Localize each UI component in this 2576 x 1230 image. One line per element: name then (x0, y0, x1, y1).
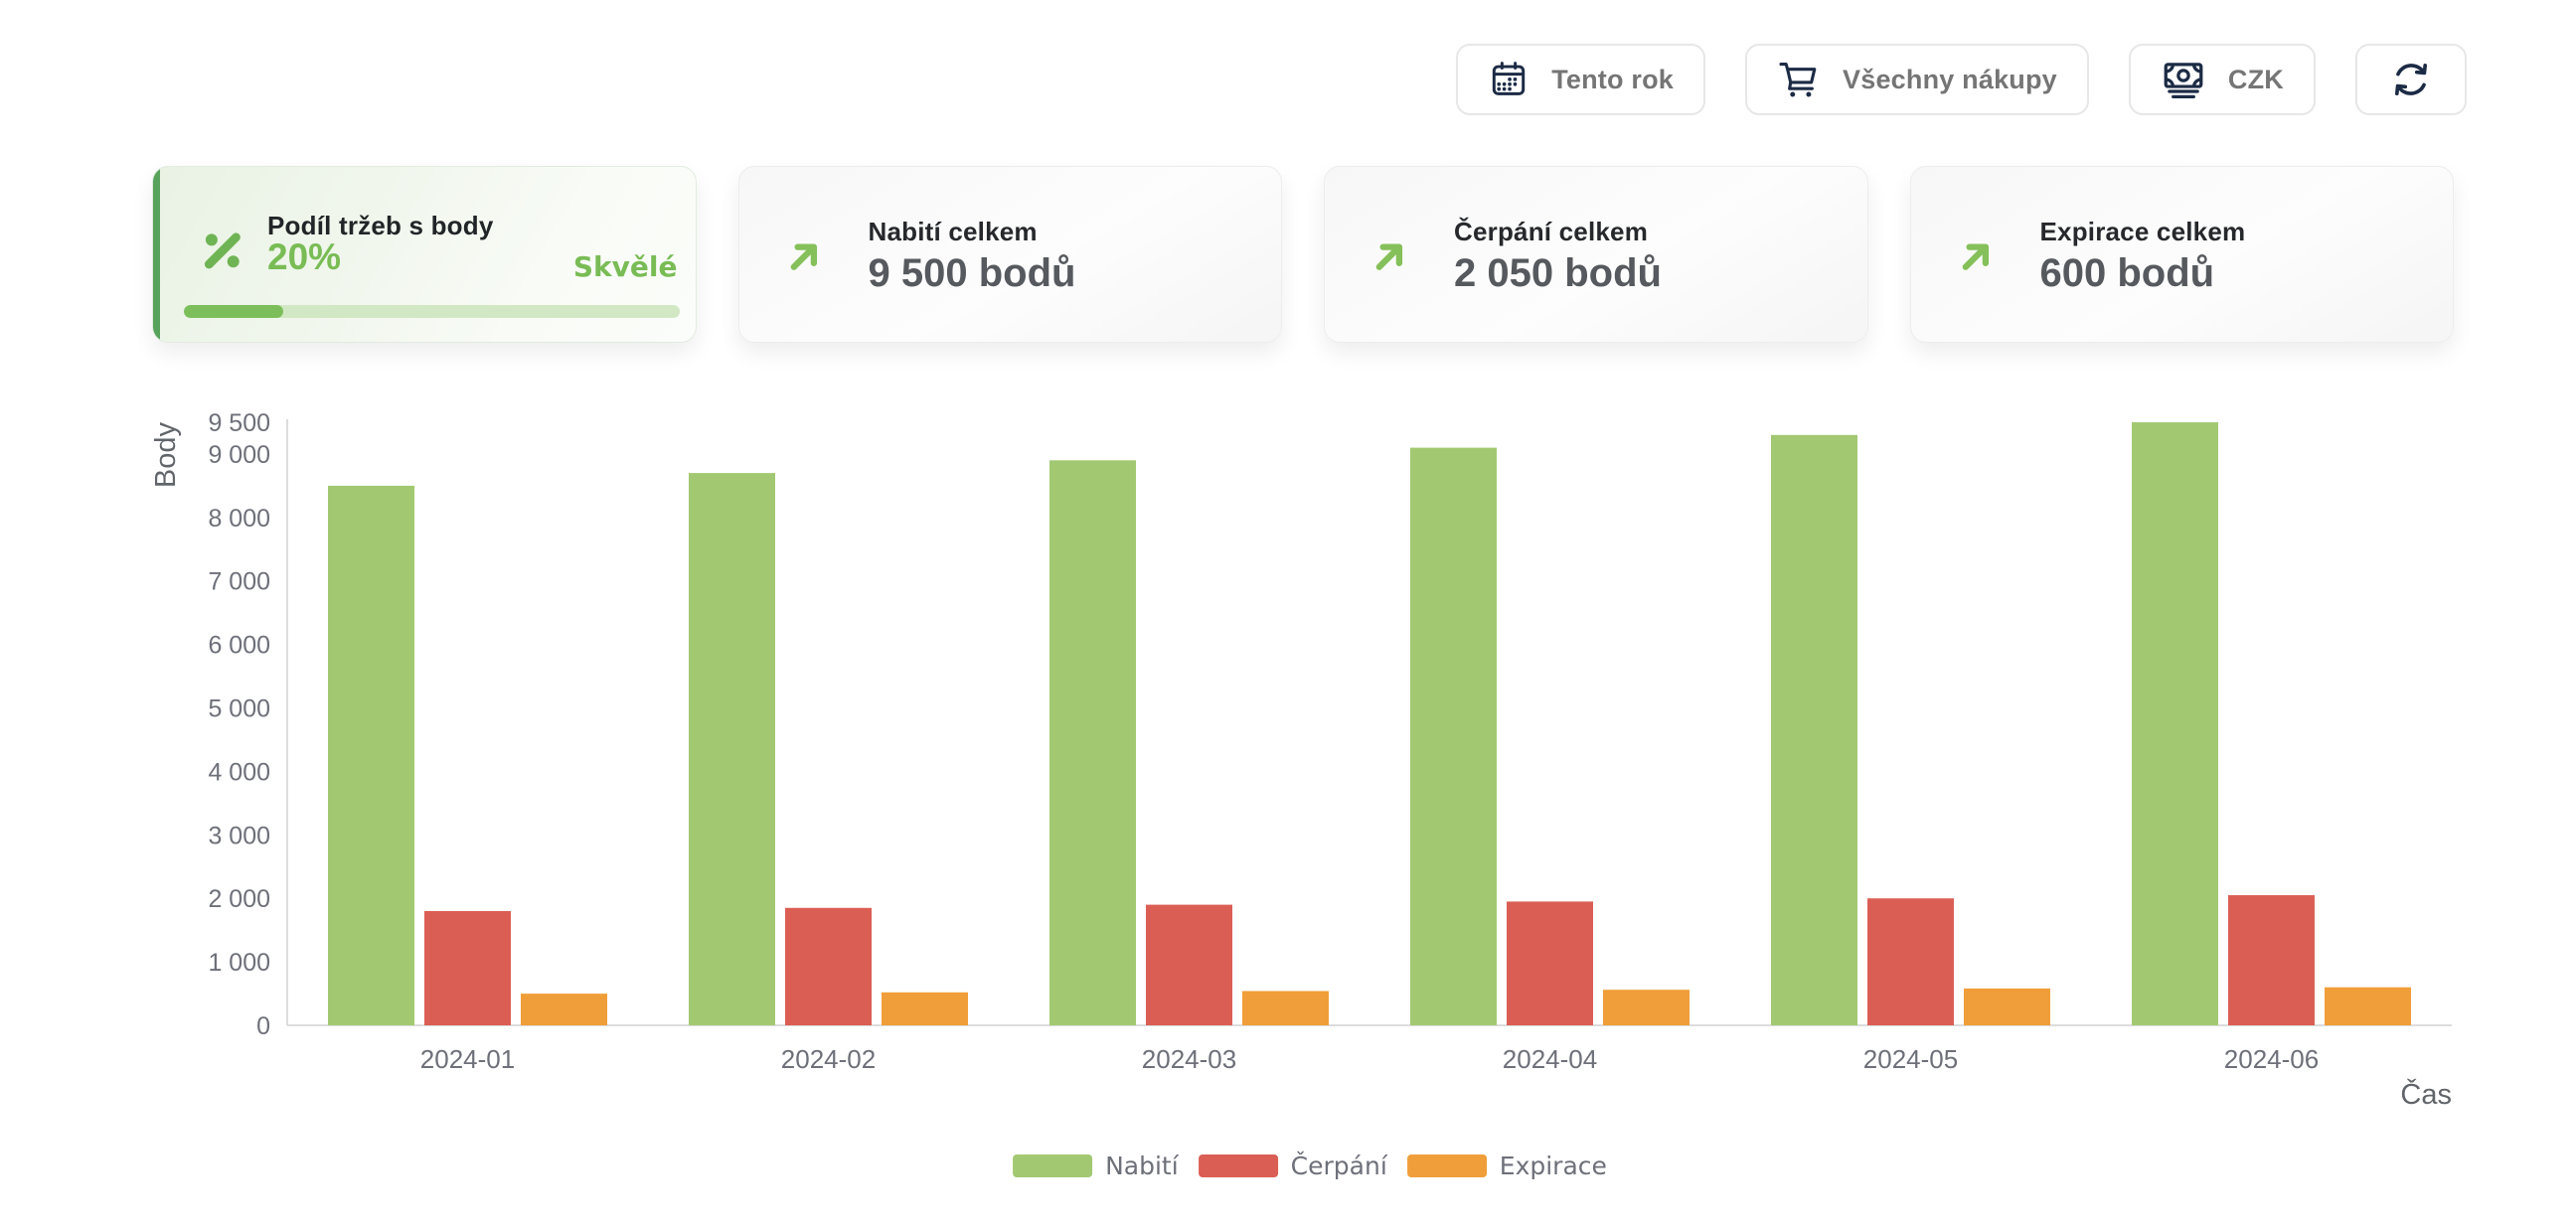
bar-expirace-2024-02[interactable] (882, 992, 968, 1025)
cart-icon (1777, 58, 1821, 101)
trend-up-icon (1372, 240, 1406, 278)
card-accent-bar (153, 167, 160, 342)
bar-čerpání-2024-04[interactable] (1507, 901, 1593, 1025)
banknote-icon (2161, 59, 2206, 100)
trend-up-icon (787, 240, 821, 278)
y-tick-label: 8 000 (208, 505, 270, 533)
period-filter-button[interactable]: Tento rok (1456, 44, 1706, 115)
card-value: 20% (267, 236, 342, 277)
x-tick-label: 2024-03 (1142, 1044, 1236, 1074)
x-tick-label: 2024-01 (420, 1044, 515, 1074)
y-tick-label: 3 000 (208, 822, 270, 849)
x-tick-label: 2024-06 (2224, 1044, 2319, 1074)
card-value: 600 bodů (2039, 251, 2215, 295)
refresh-button[interactable] (2355, 44, 2467, 115)
x-tick-label: 2024-05 (1863, 1044, 1958, 1074)
bar-expirace-2024-01[interactable] (521, 994, 607, 1025)
bar-nabití-2024-03[interactable] (1049, 460, 1136, 1025)
card-title: Podíl tržeb s body (267, 211, 494, 240)
purchases-filter-label: Všechny nákupy (1843, 64, 2057, 94)
bar-nabití-2024-04[interactable] (1410, 447, 1497, 1026)
card-badge: Skvělé (572, 250, 678, 283)
y-axis-name: Body (150, 421, 182, 488)
bar-expirace-2024-04[interactable] (1603, 990, 1690, 1025)
card-title: Expirace celkem (2039, 217, 2246, 246)
card-title: Čerpání celkem (1454, 217, 1649, 246)
x-tick-label: 2024-04 (1503, 1044, 1597, 1074)
bar-expirace-2024-05[interactable] (1964, 988, 2050, 1025)
legend-item-expirace[interactable]: Expirace (1406, 1152, 1607, 1180)
stat-cards-row: Podíl tržeb s body 20% Skvělé Nabití cel… (152, 166, 2454, 343)
calendar-icon (1488, 59, 1530, 100)
y-tick-label: 1 000 (208, 949, 270, 977)
bar-čerpání-2024-05[interactable] (1867, 898, 1954, 1025)
card-charged-total[interactable]: Nabití celkem 9 500 bodů (737, 166, 1282, 343)
card-title: Nabití celkem (868, 217, 1038, 246)
legend-item-nabití[interactable]: Nabití (1013, 1152, 1179, 1180)
card-redeemed-total[interactable]: Čerpání celkem 2 050 bodů (1324, 166, 1868, 343)
toolbar: Tento rok Všechny nákupy CZK (1456, 44, 2467, 115)
trend-up-icon (1959, 240, 1993, 278)
bar-čerpání-2024-03[interactable] (1146, 904, 1232, 1025)
legend-label: Expirace (1499, 1152, 1607, 1180)
y-tick-label: 2 000 (208, 885, 270, 913)
legend-swatch (1013, 1154, 1093, 1177)
card-value: 2 050 bodů (1454, 251, 1662, 295)
bar-nabití-2024-06[interactable] (2132, 422, 2218, 1025)
bar-expirace-2024-06[interactable] (2325, 987, 2411, 1025)
x-tick-label: 2024-02 (781, 1044, 876, 1074)
progress-bar-track (184, 305, 680, 318)
y-tick-label: 9 000 (208, 441, 270, 469)
bar-expirace-2024-03[interactable] (1242, 991, 1329, 1026)
y-tick-label: 4 000 (208, 758, 270, 786)
y-tick-label: 9 500 (208, 409, 270, 437)
bar-nabití-2024-01[interactable] (328, 485, 414, 1025)
bar-nabití-2024-05[interactable] (1771, 434, 1857, 1025)
bar-čerpání-2024-02[interactable] (785, 907, 872, 1025)
x-axis-name: Čas (2400, 1077, 2452, 1111)
legend-label: Nabití (1105, 1152, 1179, 1180)
legend-item-čerpání[interactable]: Čerpání (1198, 1152, 1387, 1180)
chart-legend: Nabití Čerpání Expirace (1013, 1152, 1607, 1180)
bar-čerpání-2024-01[interactable] (424, 911, 511, 1025)
y-tick-label: 7 000 (208, 568, 270, 596)
card-value: 9 500 bodů (868, 251, 1076, 295)
percent-icon (198, 227, 246, 279)
period-filter-label: Tento rok (1551, 64, 1675, 94)
card-points-revenue-share[interactable]: Podíl tržeb s body 20% Skvělé (152, 166, 697, 343)
currency-button[interactable]: CZK (2128, 44, 2316, 115)
legend-label: Čerpání (1290, 1152, 1387, 1180)
currency-label: CZK (2227, 64, 2284, 94)
card-expired-total[interactable]: Expirace celkem 600 bodů (1909, 166, 2454, 343)
legend-swatch (1406, 1154, 1487, 1177)
progress-bar-fill (184, 305, 283, 318)
refresh-icon (2388, 57, 2434, 102)
y-tick-label: 6 000 (208, 632, 270, 660)
y-tick-label: 0 (256, 1012, 270, 1040)
bar-nabití-2024-02[interactable] (689, 473, 775, 1026)
y-tick-label: 5 000 (208, 695, 270, 723)
legend-swatch (1198, 1154, 1278, 1177)
bar-čerpání-2024-06[interactable] (2228, 895, 2315, 1025)
purchases-filter-button[interactable]: Všechny nákupy (1745, 44, 2089, 115)
